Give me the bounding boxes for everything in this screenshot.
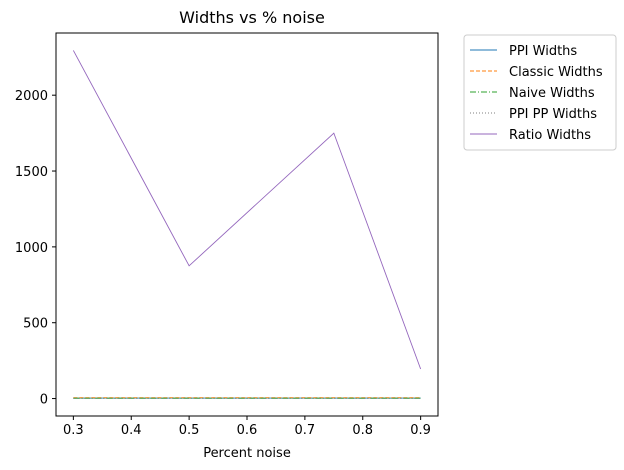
chart-title: Widths vs % noise [179,8,325,27]
legend-label: PPI Widths [509,44,577,59]
legend-frame [463,34,617,151]
x-tick-label: 0.4 [121,423,142,438]
legend-label: PPI PP Widths [509,107,597,122]
x-tick-label: 0.3 [63,423,84,438]
x-tick-label: 0.7 [295,423,316,438]
legend-label: Ratio Widths [509,128,591,143]
x-tick-label: 0.8 [352,423,373,438]
x-tick-label: 0.6 [237,423,258,438]
y-tick-label: 2000 [15,89,48,104]
y-tick-label: 1500 [15,165,48,180]
legend: PPI Widths Classic Widths Naive Widths PPI … [463,34,617,151]
y-tick-label: 0 [40,393,48,408]
plot-frame [55,32,439,417]
legend-label: Naive Widths [509,86,595,101]
series-line-ratio-widths [72,50,422,370]
y-tick-label: 1000 [15,241,48,256]
plot-lines [72,50,422,399]
legend-label: Classic Widths [509,65,603,80]
x-axis-ticks: 0.3 0.4 0.5 0.6 0.7 0.8 0.9 [63,416,431,438]
y-axis-ticks: 0 500 1000 1500 2000 [15,89,56,408]
x-axis-label: Percent noise [203,446,291,461]
x-tick-label: 0.9 [410,423,431,438]
x-tick-label: 0.5 [179,423,200,438]
y-tick-label: 500 [23,317,48,332]
